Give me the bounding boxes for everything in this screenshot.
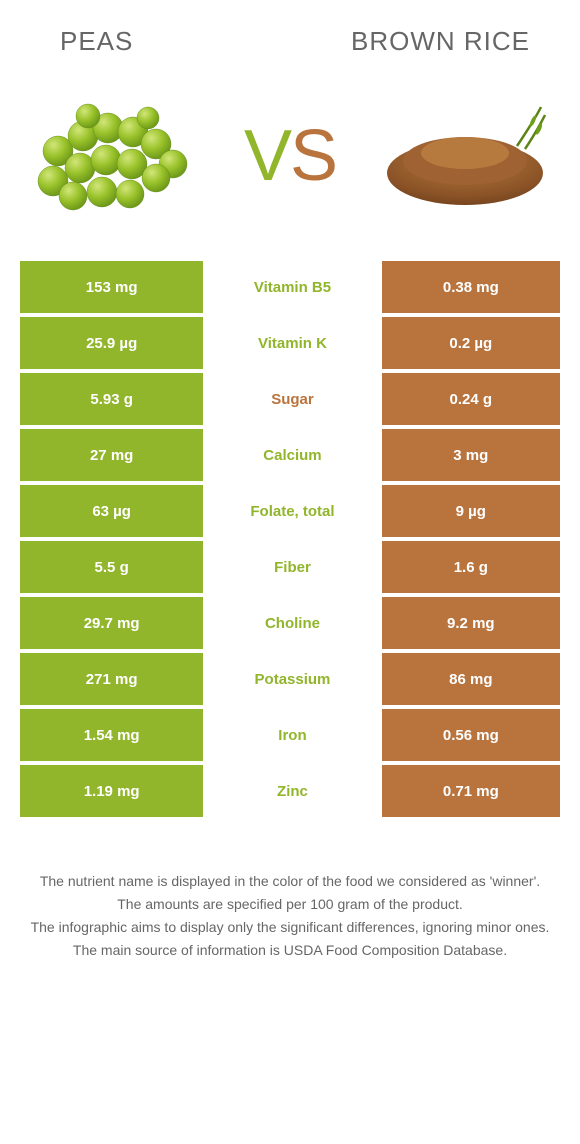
value-right: 9 µg (382, 485, 560, 537)
vs-v: V (244, 116, 290, 196)
vs-label: VS (244, 115, 336, 197)
value-right: 86 mg (382, 653, 560, 705)
value-right: 0.2 µg (382, 317, 560, 369)
nutrient-row: 29.7 mgCholine9.2 mg (20, 597, 560, 649)
value-left: 1.54 mg (20, 709, 203, 761)
vs-s: S (290, 116, 336, 196)
value-right: 1.6 g (382, 541, 560, 593)
nutrient-label: Fiber (203, 541, 381, 593)
nutrient-label: Iron (203, 709, 381, 761)
nutrient-label: Sugar (203, 373, 381, 425)
footer: The nutrient name is displayed in the co… (20, 821, 560, 961)
value-left: 29.7 mg (20, 597, 203, 649)
value-left: 63 µg (20, 485, 203, 537)
nutrient-label: Choline (203, 597, 381, 649)
footer-line: The nutrient name is displayed in the co… (30, 871, 550, 892)
nutrient-row: 153 mgVitamin B50.38 mg (20, 261, 560, 313)
nutrient-row: 27 mgCalcium3 mg (20, 429, 560, 481)
nutrient-table: 153 mgVitamin B50.38 mg25.9 µgVitamin K0… (20, 261, 560, 817)
vs-row: VS (20, 81, 560, 261)
rice-image (377, 91, 552, 221)
value-right: 0.24 g (382, 373, 560, 425)
nutrient-label: Folate, total (203, 485, 381, 537)
value-right: 0.38 mg (382, 261, 560, 313)
nutrient-row: 1.54 mgIron0.56 mg (20, 709, 560, 761)
value-right: 0.56 mg (382, 709, 560, 761)
value-left: 153 mg (20, 261, 203, 313)
nutrient-label: Potassium (203, 653, 381, 705)
nutrient-row: 5.5 gFiber1.6 g (20, 541, 560, 593)
nutrient-label: Vitamin B5 (203, 261, 381, 313)
value-right: 9.2 mg (382, 597, 560, 649)
footer-line: The infographic aims to display only the… (30, 917, 550, 938)
nutrient-label: Zinc (203, 765, 381, 817)
value-left: 5.93 g (20, 373, 203, 425)
title-left: Peas (60, 26, 133, 57)
value-left: 5.5 g (20, 541, 203, 593)
value-left: 27 mg (20, 429, 203, 481)
nutrient-label: Vitamin K (203, 317, 381, 369)
nutrient-row: 1.19 mgZinc0.71 mg (20, 765, 560, 817)
nutrient-row: 5.93 gSugar0.24 g (20, 373, 560, 425)
value-right: 0.71 mg (382, 765, 560, 817)
value-left: 25.9 µg (20, 317, 203, 369)
header: Peas Brown rice (20, 18, 560, 81)
nutrient-row: 271 mgPotassium86 mg (20, 653, 560, 705)
title-right: Brown rice (351, 26, 530, 57)
nutrient-label: Calcium (203, 429, 381, 481)
nutrient-row: 63 µgFolate, total9 µg (20, 485, 560, 537)
footer-line: The amounts are specified per 100 gram o… (30, 894, 550, 915)
peas-image (28, 91, 203, 221)
value-right: 3 mg (382, 429, 560, 481)
footer-line: The main source of information is USDA F… (30, 940, 550, 961)
value-left: 271 mg (20, 653, 203, 705)
nutrient-row: 25.9 µgVitamin K0.2 µg (20, 317, 560, 369)
value-left: 1.19 mg (20, 765, 203, 817)
